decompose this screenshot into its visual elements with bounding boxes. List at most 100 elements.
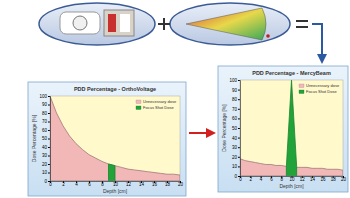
tick: 12 [300, 176, 306, 182]
legend: Unnecessary doseFocus Shot Dose [299, 83, 340, 94]
tick: 60 [42, 128, 50, 133]
plot-background [50, 96, 180, 181]
tick-mark [238, 138, 240, 139]
tick-label: 70 [42, 119, 48, 124]
tick: 20 [178, 181, 184, 187]
tick-label: 2 [62, 182, 65, 187]
tick: 80 [42, 111, 50, 116]
tick: 90 [232, 88, 240, 93]
tick-label: 90 [42, 102, 48, 107]
tick: 4 [75, 181, 78, 187]
tick: 10 [113, 181, 119, 187]
tick-label: 70 [232, 107, 238, 112]
legend-label: Unnecessary dose [306, 83, 340, 88]
tick-label: 14 [139, 182, 145, 187]
tick: 6 [270, 176, 273, 182]
plot-area [240, 80, 343, 176]
tick: 16 [152, 181, 158, 187]
tick-label: 20 [341, 177, 347, 182]
tick: 16 [320, 176, 326, 182]
tick-label: 40 [232, 136, 238, 141]
tick-label: 90 [232, 88, 238, 93]
tick-label: 18 [331, 177, 337, 182]
tick-label: 60 [42, 128, 48, 133]
tick-mark [238, 128, 240, 129]
tick-mark [48, 113, 50, 114]
tick: 30 [232, 145, 240, 150]
chart: 024681012141618200102030405060708090100P… [218, 66, 348, 192]
tick-mark [48, 147, 50, 148]
tick-mark [48, 130, 50, 131]
chart-title: PDD Percentage - OrthoVoltage [74, 86, 156, 92]
tick: 18 [331, 176, 337, 182]
tick: 20 [232, 155, 240, 160]
tick: 80 [232, 97, 240, 102]
legend-label: Unnecessary dose [143, 99, 177, 104]
oval-photo [170, 3, 290, 45]
tick-label: 2 [250, 177, 253, 182]
y-axis-title: Dose Percentage [%] [221, 104, 227, 152]
tick-label: 12 [126, 182, 132, 187]
legend-label: Focus Shot Dose [306, 89, 337, 94]
tick: 10 [232, 164, 240, 169]
tick-mark [238, 147, 240, 148]
tick-mark [238, 109, 240, 110]
tick-mark [48, 181, 50, 182]
tick-label: 4 [260, 177, 263, 182]
tick: 30 [42, 153, 50, 158]
tick: 2 [62, 181, 65, 187]
photo-shape [186, 8, 266, 40]
area-series [109, 164, 116, 181]
arrow [312, 24, 322, 62]
tick-label: 6 [270, 177, 273, 182]
x-axis: 02468101214161820 [239, 176, 346, 182]
tick: 20 [341, 176, 347, 182]
chart-title: PDD Percentage - MercyBeam [252, 70, 331, 76]
tick: 10 [289, 176, 295, 182]
tick: 70 [232, 107, 240, 112]
tick: 0 [234, 174, 240, 179]
tick-label: 40 [42, 145, 48, 150]
tick-label: 10 [289, 177, 295, 182]
plot-frame [50, 96, 180, 181]
plot-frame [240, 80, 343, 176]
tick: 40 [232, 136, 240, 141]
tick-mark [48, 96, 50, 97]
tick-label: 8 [101, 182, 104, 187]
tick-label: 16 [152, 182, 158, 187]
chart-panel [28, 82, 186, 196]
tick-label: 0 [49, 182, 52, 187]
tick-mark [238, 118, 240, 119]
tick-label: 50 [42, 136, 48, 141]
tick-mark [48, 139, 50, 140]
tick-label: 10 [42, 170, 48, 175]
tick-label: 20 [42, 162, 48, 167]
x-axis: 02468101214161820 [49, 181, 183, 187]
tick-mark [238, 157, 240, 158]
area-series [286, 80, 296, 176]
tick-label: 20 [178, 182, 184, 187]
tick: 12 [126, 181, 132, 187]
tick-mark [48, 164, 50, 165]
canvas: 0 2 4 6 8 10 12 14 16 18 20 0 10 20 30 40 50 60 70 80 90 100 P… [0, 0, 350, 198]
tick: 0 [44, 179, 50, 184]
tick: 100 [39, 94, 50, 99]
y-axis: 0 10 20 30 40 50 60 70 80 90 100 [39, 94, 50, 184]
legend: Unnecessary doseFocus Shot Dose [136, 99, 177, 110]
tick: 100 [229, 78, 240, 83]
legend-swatch [299, 84, 304, 88]
plot-area [50, 96, 180, 181]
tick-mark [238, 176, 240, 177]
tick-label: 30 [42, 153, 48, 158]
tick: 10 [42, 170, 50, 175]
tick: 4 [260, 176, 263, 182]
tick: 20 [42, 162, 50, 167]
tick: 90 [42, 102, 50, 107]
tick-label: 20 [232, 155, 238, 160]
tick: 8 [101, 181, 104, 187]
x-axis-title: Depth [cm] [279, 183, 304, 189]
tick: 40 [42, 145, 50, 150]
tick-label: 6 [88, 182, 91, 187]
tick: 14 [310, 176, 316, 182]
tick-label: 0 [234, 174, 237, 179]
